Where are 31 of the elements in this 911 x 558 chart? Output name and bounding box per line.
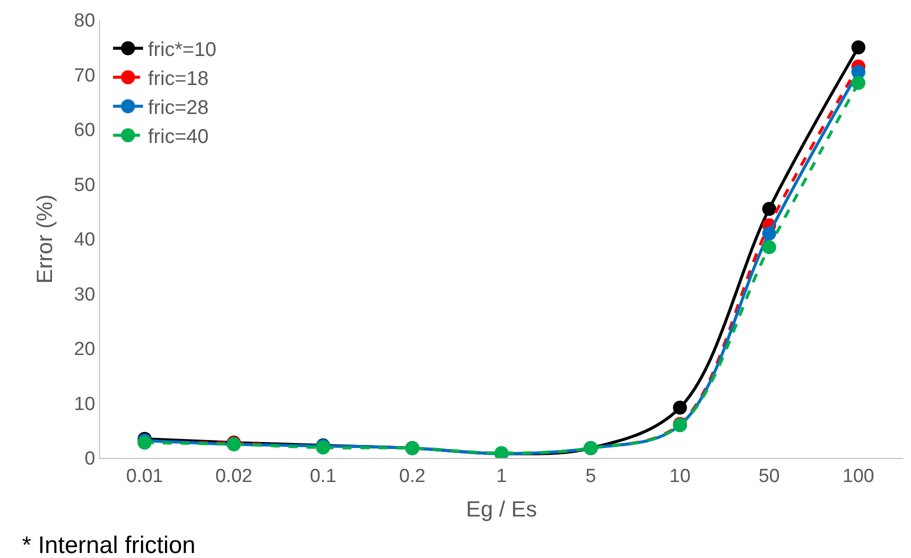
- point: [762, 202, 776, 216]
- y-tick-label: 70: [74, 65, 96, 86]
- point: [851, 40, 866, 54]
- x-tick-label: 10: [669, 466, 691, 487]
- point: [851, 76, 866, 90]
- legend-label: fric=40: [148, 126, 209, 148]
- x-tick-label: 0.01: [126, 466, 164, 487]
- legend-label: fric=28: [148, 97, 209, 120]
- legend-label: fric*=10: [148, 39, 216, 62]
- x-tick-label: 50: [758, 466, 780, 487]
- y-tick-label: 20: [74, 339, 96, 360]
- point: [672, 400, 687, 415]
- legend-label: fric=18: [148, 68, 209, 90]
- x-tick-label: 0.1: [310, 466, 336, 487]
- y-tick-label: 40: [74, 230, 96, 251]
- x-tick-label: 0.2: [399, 466, 426, 487]
- y-tick-label: 10: [74, 394, 96, 415]
- point: [762, 226, 776, 241]
- text: * Internal friction: [22, 532, 196, 558]
- y-tick-label: 0: [84, 448, 96, 470]
- point: [762, 240, 776, 254]
- x-tick-label: 0.02: [215, 466, 252, 487]
- y-tick-label: 60: [74, 120, 96, 142]
- x-tick-label: 5: [585, 466, 596, 487]
- x-tick-label: 1: [496, 466, 507, 487]
- x-tick-label: 100: [842, 466, 874, 487]
- y-axis-title: Error (%): [32, 194, 57, 284]
- y-tick-label: 80: [74, 10, 96, 32]
- x-axis-title: Eg / Es: [466, 496, 537, 522]
- y-tick-label: 50: [74, 174, 96, 196]
- y-tick-label: 30: [74, 284, 96, 306]
